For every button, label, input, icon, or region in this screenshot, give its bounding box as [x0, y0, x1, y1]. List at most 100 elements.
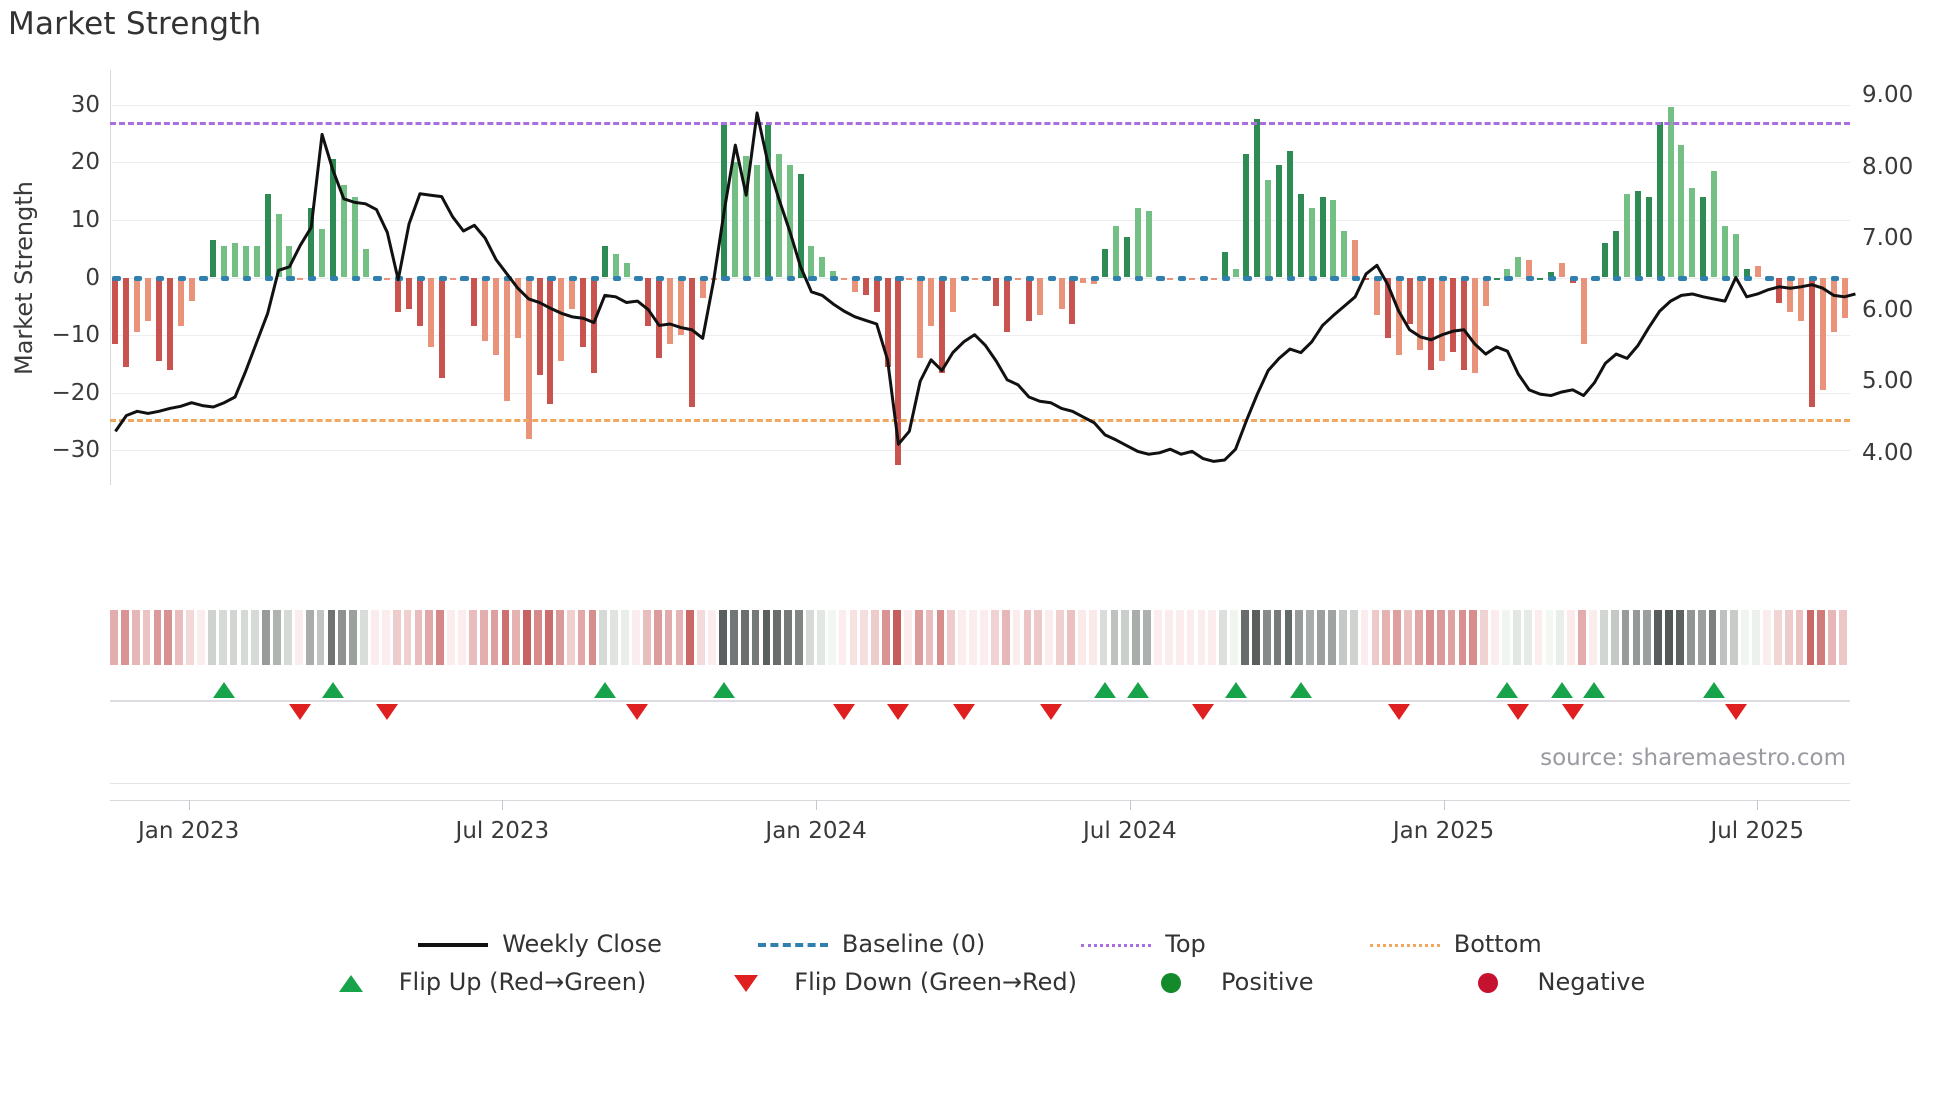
flip-down-marker	[1191, 704, 1214, 720]
heat-cell	[642, 610, 651, 665]
heat-cell	[1719, 610, 1728, 665]
legend-item-flip-up[interactable]: Flip Up (Red→Green)	[315, 968, 646, 996]
flip-up-marker	[1126, 682, 1149, 698]
baseline-dash	[569, 275, 578, 281]
flip-up-marker	[321, 682, 344, 698]
strength-bar	[656, 277, 663, 359]
strength-bar	[340, 185, 347, 278]
baseline-dash	[1700, 275, 1709, 281]
strength-bar	[688, 277, 695, 408]
baseline-dash	[851, 275, 860, 281]
strength-bar	[667, 277, 674, 344]
heat-cell	[218, 610, 227, 665]
strength-bar	[569, 277, 576, 310]
baseline-dash-swatch	[757, 934, 828, 954]
strength-bar	[1580, 277, 1587, 344]
strength-bar	[1036, 277, 1043, 315]
left-axis-tick-label: 30	[70, 91, 100, 118]
x-axis-tick	[1443, 800, 1445, 810]
baseline-dash	[1112, 275, 1121, 281]
legend-item-baseline[interactable]: Baseline (0)	[757, 930, 986, 958]
strength-bar	[1808, 277, 1815, 408]
heat-cell	[1578, 610, 1586, 665]
legend-item-weekly-close[interactable]: Weekly Close	[418, 930, 662, 958]
strength-bar	[1645, 196, 1652, 278]
heat-cell	[414, 610, 423, 665]
baseline-dash	[786, 275, 795, 281]
strength-bar	[395, 277, 402, 313]
flip-up-marker	[1224, 682, 1247, 698]
baseline-dash-swatch-glyph	[757, 943, 828, 947]
legend-label: Weekly Close	[502, 930, 662, 958]
legend-item-negative[interactable]: Negative	[1454, 968, 1645, 996]
heat-cell	[871, 610, 880, 665]
right-axis-tick-label: 7.00	[1862, 225, 1914, 252]
heat-cell	[1295, 610, 1304, 665]
legend-item-positive[interactable]: Positive	[1137, 968, 1314, 996]
baseline-dash	[460, 275, 469, 281]
heat-cell	[1828, 610, 1837, 665]
heat-cell	[1654, 610, 1663, 665]
strength-bar	[786, 165, 793, 278]
baseline-dash	[286, 275, 295, 281]
strength-bar	[1276, 165, 1283, 278]
flip-down-marker	[1724, 704, 1747, 720]
legend-item-bottom[interactable]: Bottom	[1369, 930, 1542, 958]
heat-cell	[1643, 610, 1652, 665]
strength-bar	[558, 277, 565, 362]
strength-bar	[253, 245, 260, 278]
heat-cell	[534, 610, 542, 665]
heat-cell	[588, 610, 597, 665]
strength-bar	[645, 277, 652, 327]
gridline	[110, 162, 1850, 164]
baseline-dash	[373, 275, 382, 281]
top-line-swatch	[1081, 934, 1152, 954]
legend-item-top[interactable]: Top	[1081, 930, 1206, 958]
flip-down-icon	[710, 972, 780, 992]
gridline	[110, 277, 1850, 279]
heat-cell	[773, 610, 782, 665]
strength-bar	[1493, 277, 1500, 281]
baseline-dash	[743, 275, 752, 281]
heat-cell	[893, 610, 901, 665]
strength-bar	[1091, 277, 1098, 285]
strength-bar	[1515, 257, 1522, 278]
strength-bar	[1798, 277, 1805, 321]
strength-bar	[1265, 179, 1272, 278]
strength-bar	[1243, 153, 1250, 278]
baseline-dash	[764, 275, 773, 281]
heat-cell	[1121, 610, 1130, 665]
legend-label: Top	[1165, 930, 1206, 958]
legend-label: Baseline (0)	[841, 930, 986, 958]
heat-cell	[686, 610, 695, 665]
strength-bar	[134, 277, 141, 333]
x-axis-tick-label: Jan 2023	[137, 818, 240, 844]
baseline-dash	[547, 275, 556, 281]
baseline-dash	[155, 275, 164, 281]
heat-cell	[327, 610, 336, 665]
baseline-dash	[525, 275, 534, 281]
strength-bar	[1210, 277, 1217, 281]
heat-cell	[795, 610, 803, 665]
heat-cell	[936, 610, 945, 665]
heat-cell	[566, 610, 575, 665]
strength-bar	[1297, 193, 1304, 278]
heat-cell	[501, 610, 510, 665]
strength-bar	[1341, 231, 1348, 278]
strength-bar	[1634, 191, 1641, 278]
strength-bar	[851, 277, 858, 292]
left-axis-tick-label: 10	[70, 206, 100, 233]
strength-bar	[1754, 265, 1761, 278]
baseline-dash	[1721, 275, 1730, 281]
strength-bar	[580, 277, 587, 347]
legend-item-flip-down[interactable]: Flip Down (Green→Red)	[710, 968, 1077, 996]
heat-cell	[512, 610, 521, 665]
strength-bar	[1460, 277, 1467, 370]
strength-bar	[1482, 277, 1489, 307]
strength-bar	[329, 159, 336, 278]
baseline-dash	[721, 275, 730, 281]
strength-bar	[1830, 277, 1837, 333]
strength-bar	[1015, 277, 1022, 281]
strength-bar	[612, 254, 619, 278]
